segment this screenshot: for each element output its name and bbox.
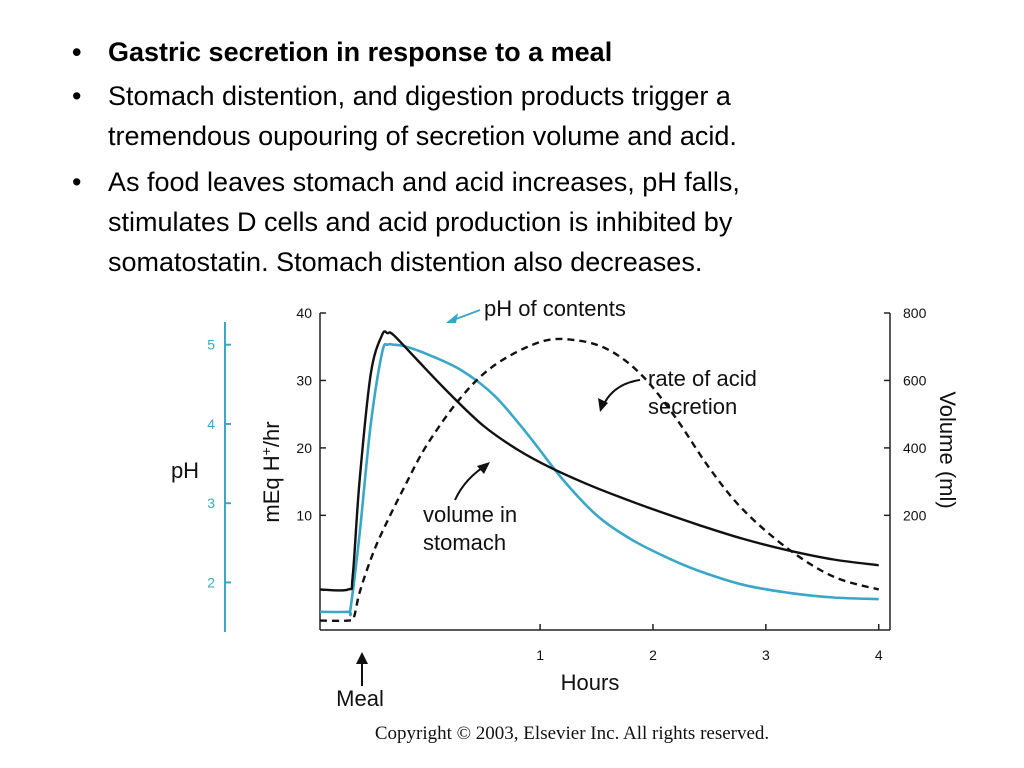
bullet-list: • Gastric secretion in response to a mea… xyxy=(68,32,988,288)
axis-ticks: 10 20 30 40 200 400 600 800 2 3 4 5 1 2 3 4 xyxy=(207,305,926,663)
left-tick-label: 10 xyxy=(296,507,312,523)
left-axis-label-sup: + xyxy=(258,447,274,455)
annotation-volume-line1: volume in xyxy=(423,502,517,527)
x-tick-label: 4 xyxy=(875,647,883,663)
left-axis-label: mEq H+/hr xyxy=(258,421,284,522)
ph-tick-label: 4 xyxy=(207,416,215,432)
annotation-volume-line2: stomach xyxy=(423,530,506,555)
ph-tick-label: 3 xyxy=(207,495,215,511)
series-rate-of-acid-secretion xyxy=(319,337,880,623)
left-axis-label-main: mEq H xyxy=(259,455,284,522)
bullet-text: Stomach distention, and digestion produc… xyxy=(108,81,731,111)
x-tick-label: 1 xyxy=(536,647,544,663)
annotation-rate-line1: rate of acid xyxy=(648,366,757,391)
right-axis-label: Volume (ml) xyxy=(935,391,960,508)
series-volume-in-stomach xyxy=(319,330,879,592)
bullet-text: As food leaves stomach and acid increase… xyxy=(108,167,740,197)
bullet-marker: • xyxy=(72,81,82,111)
bullet-item: • Stomach distention, and digestion prod… xyxy=(68,76,988,156)
series-ph-of-contents xyxy=(319,342,879,617)
bullet-text: Gastric secretion in response to a meal xyxy=(108,37,613,67)
x-tick-label: 3 xyxy=(762,647,770,663)
arrowhead-ph xyxy=(446,313,458,323)
annotation-meal: Meal xyxy=(336,686,384,711)
bullet-text: stimulates D cells and acid production i… xyxy=(108,207,733,237)
bullet-item: • Gastric secretion in response to a mea… xyxy=(68,32,988,72)
copyright-notice: Copyright © 2003, Elsevier Inc. All righ… xyxy=(375,723,769,744)
right-tick-label: 400 xyxy=(903,440,927,456)
right-tick-label: 200 xyxy=(903,507,927,523)
arrow-rate xyxy=(601,379,641,409)
annotation-rate-line2: secretion xyxy=(648,394,737,419)
bullet-text: somatostatin. Stomach distention also de… xyxy=(108,247,703,277)
left-tick-label: 40 xyxy=(296,305,312,321)
bullet-text: tremendous oupouring of secretion volume… xyxy=(108,121,737,151)
ph-tick-label: 5 xyxy=(207,337,215,353)
right-tick-label: 800 xyxy=(903,305,927,321)
arrowhead-volume xyxy=(477,462,490,474)
left-tick-label: 20 xyxy=(296,440,312,456)
right-tick-label: 600 xyxy=(903,372,927,388)
bullet-marker: • xyxy=(72,37,82,67)
x-axis-label: Hours xyxy=(561,670,620,695)
bullet-item: • As food leaves stomach and acid increa… xyxy=(68,162,988,282)
annotation-ph-of-contents: pH of contents xyxy=(484,296,626,321)
x-tick-label: 2 xyxy=(649,647,657,663)
ph-axis-label: pH xyxy=(171,458,199,483)
ph-tick-label: 2 xyxy=(207,574,215,590)
arrowhead-rate xyxy=(598,398,608,412)
left-axis-label-tail: /hr xyxy=(259,421,284,447)
left-tick-label: 30 xyxy=(296,372,312,388)
bullet-marker: • xyxy=(72,167,82,197)
meal-arrowhead xyxy=(356,652,368,664)
